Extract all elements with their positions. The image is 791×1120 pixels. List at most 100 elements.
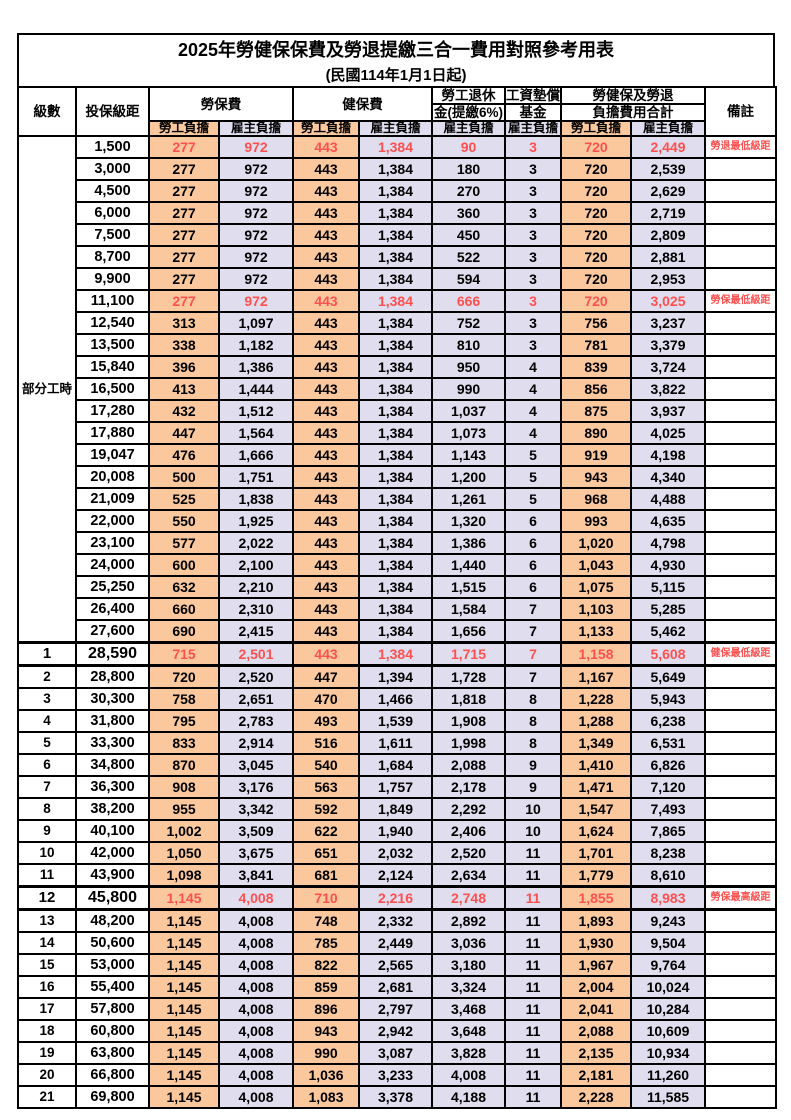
- cell-labor-employer: 1,751: [218, 465, 294, 489]
- cell-total-employee: 1,930: [560, 931, 632, 955]
- cell-wage-fund-employer: 3: [504, 311, 562, 335]
- cell-total-employee: 1,410: [560, 753, 632, 777]
- col-header-level: 級數: [17, 86, 77, 137]
- cell-wage-fund-employer: 6: [504, 575, 562, 599]
- cell-health-employee: 443: [292, 333, 360, 357]
- cell-labor-employee: 1,145: [148, 908, 220, 933]
- cell-wage-fund-employer: 8: [504, 687, 562, 711]
- cell-bracket: 19,047: [75, 443, 150, 467]
- cell-wage-fund-employer: 11: [504, 885, 562, 911]
- cell-pension-employer: 1,584: [431, 597, 506, 621]
- cell-health-employer: 1,384: [358, 641, 433, 667]
- cell-bracket: 23,100: [75, 531, 150, 555]
- cell-wage-fund-employer: 11: [504, 953, 562, 977]
- cell-labor-employer: 2,520: [218, 664, 294, 689]
- cell-total-employer: 10,609: [630, 1019, 706, 1043]
- cell-labor-employer: 2,022: [218, 531, 294, 555]
- cell-bracket: 15,840: [75, 355, 150, 379]
- cell-health-employee: 651: [292, 841, 360, 865]
- cell-labor-employee: 277: [148, 135, 220, 159]
- cell-wage-fund-employer: 8: [504, 731, 562, 755]
- cell-health-employer: 1,384: [358, 553, 433, 577]
- cell-health-employee: 443: [292, 443, 360, 467]
- cell-pension-employer: 3,180: [431, 953, 506, 977]
- cell-wage-fund-employer: 4: [504, 355, 562, 379]
- cell-bracket: 28,590: [75, 641, 150, 667]
- cell-labor-employee: 1,145: [148, 1019, 220, 1043]
- table-row: 10 42,000 1,050 3,675 651 2,032 2,520 11 1,701 8,…: [17, 841, 777, 865]
- table-row: 16,500 413 1,444 443 1,384 990 4 856 3,822: [18, 377, 777, 401]
- subheader-health-employee: 勞工負擔: [292, 120, 360, 137]
- cell-health-employee: 443: [292, 157, 360, 181]
- cell-total-employee: 2,135: [560, 1041, 632, 1065]
- cell-total-employee: 1,779: [560, 863, 632, 888]
- cell-labor-employer: 972: [218, 135, 294, 159]
- cell-labor-employee: 577: [148, 531, 220, 555]
- cell-total-employee: 919: [560, 443, 632, 467]
- cell-health-employer: 1,384: [358, 531, 433, 555]
- table-header: 級數 投保級距 勞保費 健保費 勞工退休 工資墊償 勞健保及勞退 備註 金(提繳…: [17, 86, 777, 137]
- cell-total-employee: 943: [560, 465, 632, 489]
- cell-remark: [704, 575, 777, 599]
- cell-wage-fund-employer: 11: [504, 1019, 562, 1043]
- subheader-health-employer: 雇主負擔: [358, 120, 433, 137]
- cell-total-employer: 2,629: [630, 179, 706, 203]
- cell-level: 17: [17, 997, 77, 1021]
- cell-total-employer: 3,237: [630, 311, 706, 335]
- cell-pension-employer: 2,292: [431, 797, 506, 821]
- col-header-bracket: 投保級距: [75, 86, 150, 137]
- table-row: 16 55,400 1,145 4,008 859 2,681 3,324 11 2,004 10…: [17, 975, 777, 999]
- cell-health-employee: 563: [292, 775, 360, 799]
- cell-wage-fund-employer: 5: [504, 487, 562, 511]
- cell-total-employer: 9,504: [630, 931, 706, 955]
- cell-labor-employer: 1,564: [218, 421, 294, 445]
- col-header-total-line1: 勞健保及勞退: [560, 86, 706, 105]
- cell-remark: [704, 731, 777, 755]
- cell-wage-fund-employer: 11: [504, 1063, 562, 1087]
- cell-health-employee: 681: [292, 863, 360, 888]
- cell-wage-fund-employer: 11: [504, 997, 562, 1021]
- cell-wage-fund-employer: 10: [504, 797, 562, 821]
- table-row: 4,500 277 972 443 1,384 270 3 720 2,629: [18, 179, 777, 203]
- cell-health-employee: 493: [292, 709, 360, 733]
- cell-labor-employer: 4,008: [218, 953, 294, 977]
- cell-pension-employer: 810: [431, 333, 506, 357]
- cell-pension-employer: 1,073: [431, 421, 506, 445]
- cell-labor-employer: 3,675: [218, 841, 294, 865]
- cell-health-employer: 1,384: [358, 201, 433, 225]
- cell-total-employee: 720: [560, 223, 632, 247]
- cell-health-employer: 1,384: [358, 619, 433, 644]
- cell-labor-employer: 1,838: [218, 487, 294, 511]
- cell-total-employee: 1,471: [560, 775, 632, 799]
- cell-total-employee: 1,133: [560, 619, 632, 644]
- cell-labor-employee: 277: [148, 289, 220, 313]
- cell-labor-employer: 1,925: [218, 509, 294, 533]
- cell-wage-fund-employer: 11: [504, 908, 562, 933]
- table-row: 部分工時 1,500 277 972 443 1,384 90 3 720 2,449 勞退最低級距: [17, 135, 777, 644]
- cell-health-employer: 2,942: [358, 1019, 433, 1043]
- cell-total-employer: 5,649: [630, 664, 706, 689]
- cell-total-employee: 1,167: [560, 664, 632, 689]
- cell-health-employee: 443: [292, 465, 360, 489]
- table-row: 9,900 277 972 443 1,384 594 3 720 2,953: [18, 267, 777, 291]
- cell-bracket: 60,800: [75, 1019, 150, 1043]
- cell-health-employer: 1,684: [358, 753, 433, 777]
- cell-wage-fund-employer: 3: [504, 223, 562, 247]
- cell-bracket: 42,000: [75, 841, 150, 865]
- cell-total-employer: 4,635: [630, 509, 706, 533]
- cell-remark: [704, 997, 777, 1021]
- cell-wage-fund-employer: 7: [504, 641, 562, 667]
- cell-bracket: 21,009: [75, 487, 150, 511]
- cell-level: 20: [17, 1063, 77, 1087]
- cell-remark: [704, 863, 777, 888]
- cell-labor-employer: 3,342: [218, 797, 294, 821]
- cell-pension-employer: 1,715: [431, 641, 506, 667]
- cell-bracket: 57,800: [75, 997, 150, 1021]
- cell-total-employee: 875: [560, 399, 632, 423]
- cell-health-employer: 2,124: [358, 863, 433, 888]
- cell-health-employee: 943: [292, 1019, 360, 1043]
- cell-bracket: 48,200: [75, 908, 150, 933]
- cell-total-employee: 781: [560, 333, 632, 357]
- cell-bracket: 24,000: [75, 553, 150, 577]
- cell-remark: [704, 465, 777, 489]
